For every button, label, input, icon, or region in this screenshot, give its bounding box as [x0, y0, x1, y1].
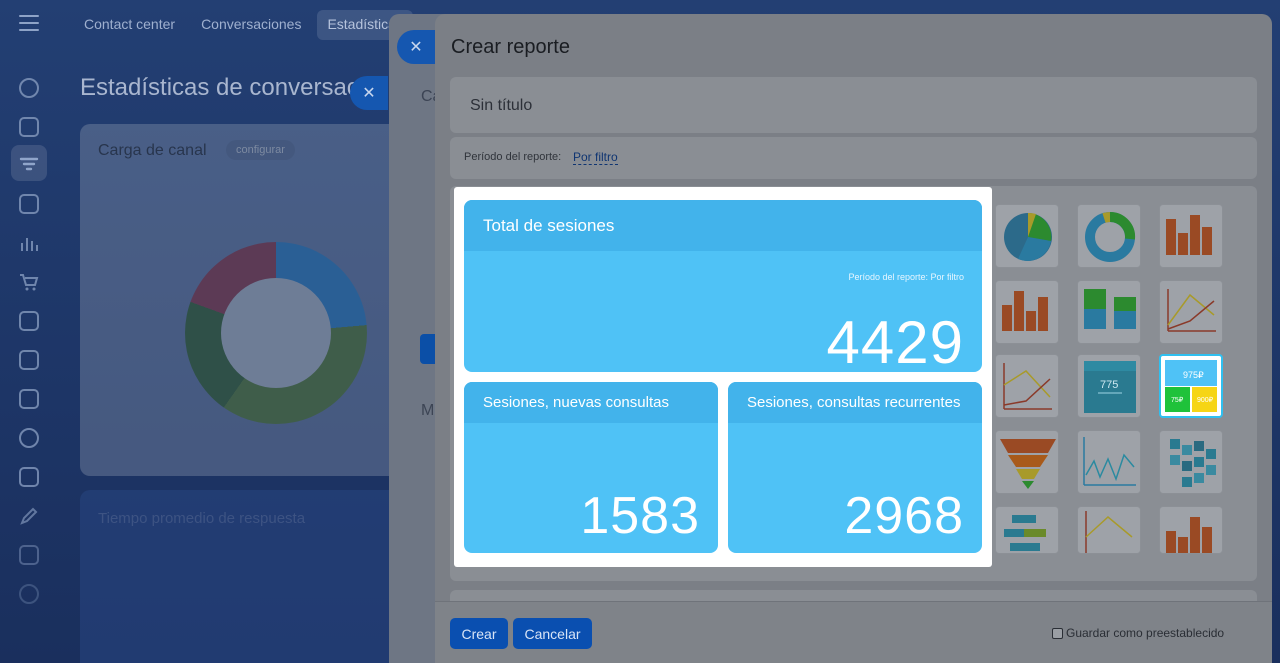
bar-chart-thumb[interactable]: [1159, 204, 1223, 268]
pie-chart-thumb[interactable]: [995, 204, 1059, 268]
response-time-card: Tiempo promedio de respuesta: [80, 490, 400, 663]
close-icon: ✕: [409, 39, 423, 56]
bar-chart-2-thumb[interactable]: [995, 280, 1059, 344]
total-sessions-period: Período del reporte: Por filtro: [848, 272, 964, 282]
heatmap-thumb[interactable]: [1159, 430, 1223, 494]
multi-line-thumb[interactable]: [1077, 430, 1141, 494]
funnel-chart-thumb[interactable]: [995, 430, 1059, 494]
top-tabs: Contact center Conversaciones Estadístic…: [74, 10, 413, 40]
dialog-title: Crear reporte: [451, 36, 570, 58]
new-queries-widget: Sesiones, nuevas consultas 1583: [464, 382, 718, 553]
channel-load-title: Carga de canal: [98, 142, 207, 159]
page-title: Estadísticas de conversaciones: [80, 74, 380, 101]
cart-icon[interactable]: [19, 272, 39, 292]
dialog-footer: Crear Cancelar Guardar como preestableci…: [435, 601, 1272, 663]
target-icon[interactable]: [19, 428, 39, 448]
donut-chart: [185, 242, 367, 424]
left-sidebar: [0, 0, 58, 663]
cancel-button[interactable]: Cancelar: [513, 618, 592, 649]
selected-thumb-value-recurring: 900₽: [1197, 397, 1214, 404]
save-preset-label: Guardar como preestablecido: [1066, 626, 1225, 640]
chat-icon[interactable]: [19, 78, 39, 98]
report-name-field[interactable]: Sin título: [450, 77, 1257, 133]
period-filter-link[interactable]: Por filtro: [573, 150, 618, 165]
selected-thumb-value-new: 75₽: [1171, 397, 1184, 404]
thumb-number-label: 775: [1100, 379, 1119, 391]
stacked-bar-thumb[interactable]: [1077, 280, 1141, 344]
line-chart-3-thumb[interactable]: [1077, 506, 1141, 554]
bar-chart-icon[interactable]: [19, 233, 39, 253]
robot-icon[interactable]: [19, 194, 39, 214]
donut-chart-thumb[interactable]: [1077, 204, 1141, 268]
menu-icon[interactable]: [19, 15, 39, 31]
number-widget-thumb[interactable]: 775: [1077, 354, 1141, 418]
bar-chart-3-thumb[interactable]: [1159, 506, 1223, 554]
create-button[interactable]: Crear: [450, 618, 508, 649]
slider-label-2: M: [421, 402, 435, 419]
calendar-icon[interactable]: [19, 545, 39, 565]
pen-icon[interactable]: [19, 506, 39, 526]
selected-thumb-value-total: 975₽: [1183, 370, 1204, 380]
report-period-row: Período del reporte: Por filtro: [450, 137, 1257, 179]
number-block-thumb-selected[interactable]: 975₽ 75₽ 900₽: [1159, 354, 1223, 418]
new-queries-title: Sesiones, nuevas consultas: [464, 382, 718, 423]
document-icon[interactable]: [19, 467, 39, 487]
save-preset-option[interactable]: Guardar como preestablecido: [1052, 626, 1224, 640]
channel-load-card: Carga de canal configurar: [80, 124, 400, 476]
close-slider-button[interactable]: ✕: [350, 76, 388, 110]
settings-icon[interactable]: [19, 584, 39, 604]
filter-icon[interactable]: [19, 155, 39, 175]
save-preset-checkbox[interactable]: [1052, 627, 1063, 639]
total-sessions-value: 4429: [826, 309, 964, 372]
widget-preview: Total de sesiones Período del reporte: P…: [454, 187, 992, 567]
building-icon[interactable]: [19, 389, 39, 409]
gantt-thumb[interactable]: [995, 506, 1059, 554]
total-sessions-title: Total de sesiones: [464, 200, 982, 251]
close-icon: ✕: [362, 85, 376, 102]
response-time-title: Tiempo promedio de respuesta: [98, 510, 306, 527]
line-chart-2-thumb[interactable]: [995, 354, 1059, 418]
recurring-queries-value: 2968: [844, 487, 964, 545]
configure-button[interactable]: configurar: [226, 140, 295, 160]
table-icon[interactable]: [19, 350, 39, 370]
total-sessions-widget: Total de sesiones Período del reporte: P…: [464, 200, 982, 372]
line-chart-thumb[interactable]: [1159, 280, 1223, 344]
recurring-queries-widget: Sesiones, consultas recurrentes 2968: [728, 382, 982, 553]
contact-card-icon[interactable]: [19, 311, 39, 331]
report-name-value: Sin título: [470, 97, 533, 114]
new-queries-value: 1583: [580, 487, 700, 545]
period-label: Período del reporte:: [464, 151, 562, 163]
tab-conversations[interactable]: Conversaciones: [201, 16, 302, 32]
close-dialog-button[interactable]: ✕: [397, 30, 435, 64]
recurring-queries-title: Sesiones, consultas recurrentes: [728, 382, 982, 423]
tasks-icon[interactable]: [19, 117, 39, 137]
tab-contact-center[interactable]: Contact center: [84, 16, 176, 32]
